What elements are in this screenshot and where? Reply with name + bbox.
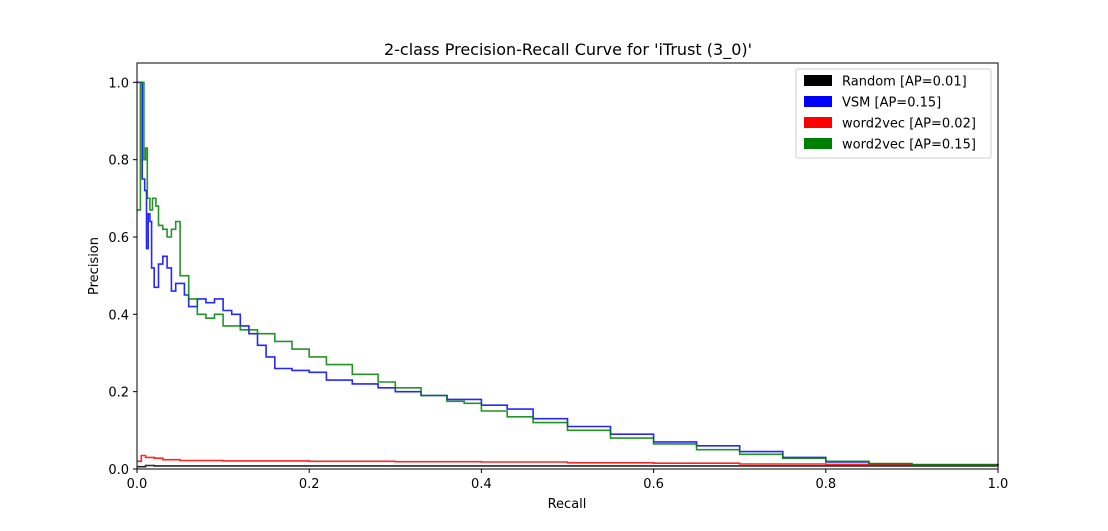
legend-swatch-3 (804, 138, 832, 149)
y-axis: 0.0 0.2 0.4 0.6 0.8 1.0 (108, 76, 137, 478)
y-tick-label: 0.2 (108, 386, 129, 401)
series-line-0 (137, 464, 998, 468)
x-tick-label: 0.8 (815, 477, 836, 492)
legend-swatch-2 (804, 117, 832, 128)
series-line-1 (137, 81, 999, 466)
legend-label-1: VSM [AP=0.15] (842, 96, 941, 111)
y-tick-label: 0.6 (108, 231, 129, 246)
chart-title: 2-class Precision-Recall Curve for 'iTru… (384, 40, 752, 60)
x-tick-label: 0.0 (127, 477, 148, 492)
legend-label-0: Random [AP=0.01] (842, 75, 967, 90)
y-tick-label: 0.4 (108, 308, 129, 323)
axes-frame (136, 62, 999, 470)
legend-label-2: word2vec [AP=0.02] (842, 117, 976, 132)
legend-label-3: word2vec [AP=0.15] (842, 138, 976, 153)
y-tick-label: 0.0 (108, 463, 129, 478)
x-tick-label: 0.4 (471, 477, 492, 492)
x-tick-label: 1.0 (988, 477, 1009, 492)
x-axis: 0.0 0.2 0.4 0.6 0.8 1.0 (127, 469, 1009, 492)
legend-box (795, 68, 992, 159)
x-axis-label: Recall (548, 497, 587, 512)
x-tick-label: 0.6 (643, 477, 664, 492)
x-tick-label: 0.2 (299, 477, 320, 492)
series-line-2 (137, 454, 999, 466)
plot-lines (137, 81, 999, 468)
legend-swatch-1 (804, 96, 832, 107)
legend-swatch-0 (804, 75, 832, 86)
y-axis-label: Precision (87, 237, 102, 295)
legend: Random [AP=0.01] VSM [AP=0.15] word2vec [A… (795, 68, 992, 159)
series-line-3 (137, 81, 999, 466)
y-tick-label: 1.0 (108, 76, 129, 91)
y-tick-label: 0.8 (108, 154, 129, 169)
